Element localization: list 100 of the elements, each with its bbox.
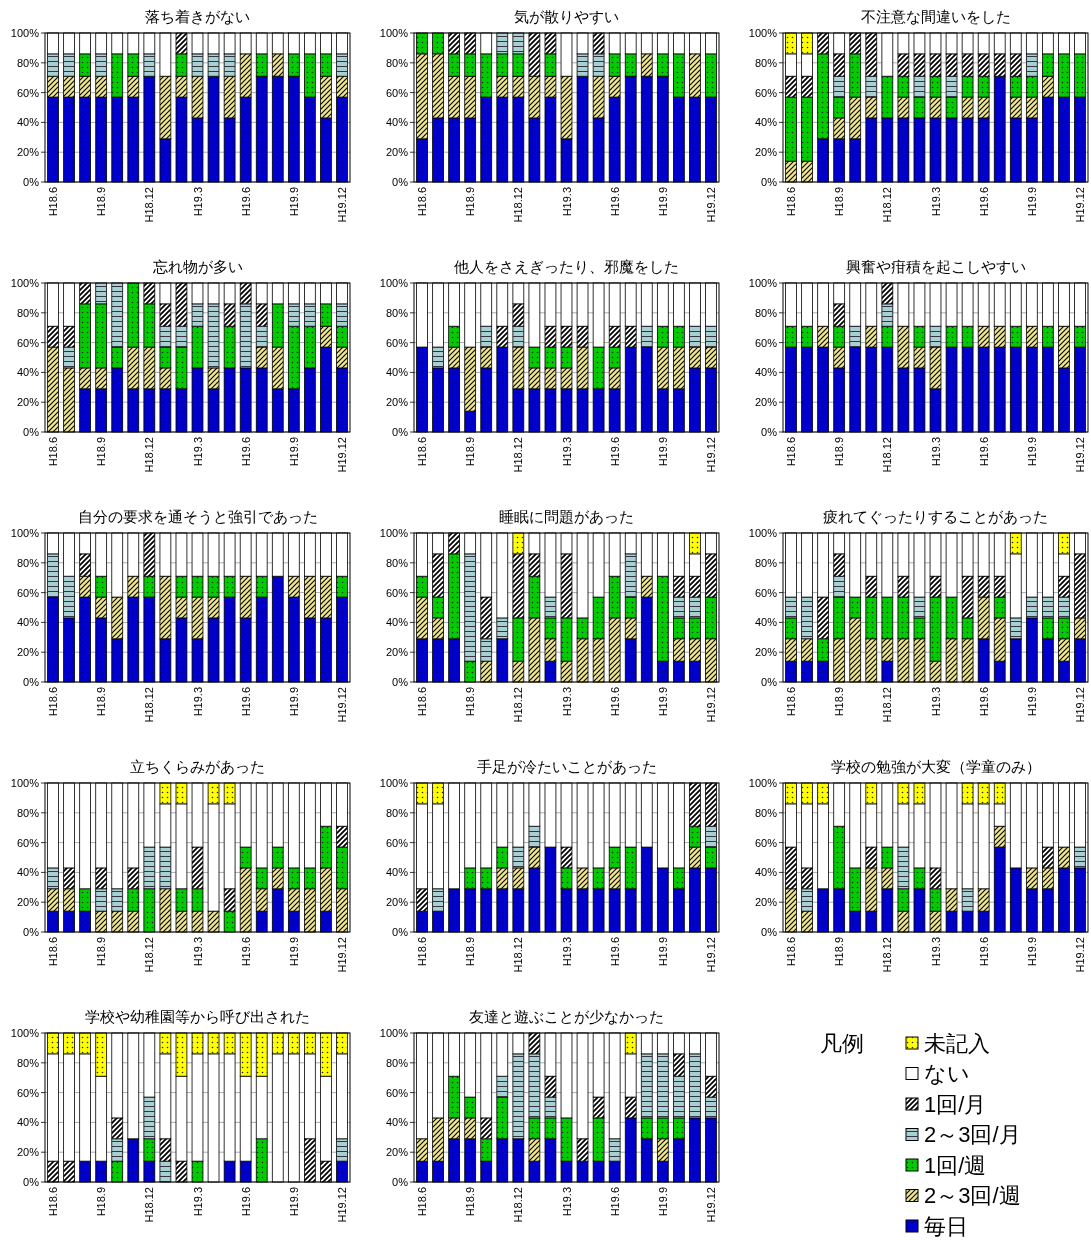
y-tick-label: 20% bbox=[385, 146, 409, 159]
x-tick-label: H18.6 bbox=[47, 937, 60, 967]
x-tick-label: H19.6 bbox=[608, 437, 621, 467]
chart-title: 興奮や疳積を起こしやすい bbox=[845, 258, 1026, 275]
x-tick-label: H19.6 bbox=[608, 1187, 621, 1217]
x-tick-label: H18.6 bbox=[785, 187, 798, 217]
y-tick-label: 60% bbox=[16, 836, 40, 849]
y-tick-label: 40% bbox=[385, 116, 409, 129]
x-tick-label: H19.12 bbox=[1073, 687, 1086, 723]
x-tick-label: H19.9 bbox=[287, 937, 300, 967]
y-tick-label: 40% bbox=[385, 866, 409, 879]
y-tick-label: 0% bbox=[23, 176, 40, 188]
x-tick-label: H18.12 bbox=[143, 937, 156, 973]
x-tick-label: H18.12 bbox=[881, 687, 894, 723]
y-tick-label: 20% bbox=[385, 1146, 409, 1159]
x-tick-label: H19.9 bbox=[656, 187, 669, 217]
x-tick-label: H18.9 bbox=[464, 937, 477, 967]
y-tick-label: 80% bbox=[385, 806, 409, 819]
y-tick-label: 0% bbox=[392, 176, 409, 188]
chart-title: 忘れ物が多い bbox=[152, 258, 243, 275]
x-tick-label: H18.6 bbox=[416, 437, 429, 467]
x-tick-label: H18.6 bbox=[47, 1187, 60, 1217]
y-tick-label: 20% bbox=[754, 896, 778, 909]
x-tick-label: H18.12 bbox=[881, 937, 894, 973]
chart-title: 手足が冷たいことがあった bbox=[476, 758, 657, 775]
y-tick-label: 60% bbox=[16, 336, 40, 349]
x-tick-label: H18.12 bbox=[512, 1187, 525, 1223]
y-tick-label: 60% bbox=[385, 86, 409, 99]
y-tick-label: 100% bbox=[10, 777, 40, 789]
y-tick-label: 80% bbox=[16, 1056, 40, 1069]
x-tick-label: H19.3 bbox=[191, 1187, 204, 1217]
x-tick-label: H18.6 bbox=[416, 937, 429, 967]
x-tick-label: H19.6 bbox=[977, 187, 990, 217]
chart-title: 疲れてぐったりすることがあった bbox=[823, 508, 1048, 525]
x-tick-label: H18.9 bbox=[95, 687, 108, 717]
legend-label: 2～3回/月 bbox=[924, 1122, 1021, 1147]
y-tick-label: 0% bbox=[761, 176, 778, 188]
legend-label: 未記入 bbox=[924, 1030, 990, 1056]
y-tick-label: 40% bbox=[754, 116, 778, 129]
y-tick-label: 80% bbox=[385, 306, 409, 319]
x-tick-label: H19.3 bbox=[929, 437, 942, 467]
y-tick-label: 60% bbox=[385, 836, 409, 849]
chart-title: 友達と遊ぶことが少なかった bbox=[469, 1008, 664, 1025]
x-tick-label: H18.9 bbox=[833, 437, 846, 467]
y-tick-label: 100% bbox=[10, 27, 40, 39]
x-tick-label: H19.6 bbox=[608, 937, 621, 967]
x-tick-label: H19.3 bbox=[560, 687, 573, 717]
y-tick-label: 40% bbox=[754, 616, 778, 629]
y-tick-label: 80% bbox=[385, 556, 409, 569]
legend-label: ない bbox=[924, 1061, 970, 1086]
y-tick-label: 0% bbox=[392, 926, 409, 938]
y-tick-label: 20% bbox=[16, 896, 40, 909]
x-tick-label: H19.3 bbox=[929, 937, 942, 967]
x-tick-label: H18.9 bbox=[95, 437, 108, 467]
x-tick-label: H19.12 bbox=[335, 687, 348, 723]
y-tick-label: 80% bbox=[16, 56, 40, 69]
y-tick-label: 20% bbox=[16, 1146, 40, 1159]
y-tick-label: 80% bbox=[16, 806, 40, 819]
x-tick-label: H19.6 bbox=[239, 437, 252, 467]
x-tick-label: H19.3 bbox=[560, 937, 573, 967]
legend-label: 2～3回/週 bbox=[924, 1183, 1021, 1208]
y-tick-label: 20% bbox=[385, 896, 409, 909]
x-tick-label: H19.3 bbox=[191, 937, 204, 967]
y-tick-label: 100% bbox=[748, 777, 778, 789]
y-tick-label: 60% bbox=[385, 1086, 409, 1099]
x-tick-label: H19.3 bbox=[929, 687, 942, 717]
x-tick-label: H18.6 bbox=[47, 687, 60, 717]
x-tick-label: H19.12 bbox=[1073, 187, 1086, 223]
y-tick-label: 100% bbox=[10, 277, 40, 289]
chart-title: 気が散りやすい bbox=[514, 8, 619, 25]
chart-title: 睡眠に問題があった bbox=[499, 508, 634, 525]
y-tick-label: 60% bbox=[754, 336, 778, 349]
y-tick-label: 40% bbox=[385, 366, 409, 379]
y-tick-label: 100% bbox=[379, 1027, 409, 1039]
y-tick-label: 100% bbox=[748, 277, 778, 289]
y-tick-label: 100% bbox=[748, 27, 778, 39]
x-tick-label: H18.12 bbox=[143, 437, 156, 473]
x-tick-label: H19.3 bbox=[191, 187, 204, 217]
x-tick-label: H19.6 bbox=[239, 937, 252, 967]
x-tick-label: H19.12 bbox=[335, 937, 348, 973]
y-tick-label: 0% bbox=[23, 926, 40, 938]
y-tick-label: 20% bbox=[16, 396, 40, 409]
x-tick-label: H18.9 bbox=[464, 437, 477, 467]
x-tick-label: H18.12 bbox=[512, 937, 525, 973]
x-tick-label: H19.3 bbox=[560, 437, 573, 467]
chart-title: 学校の勉強が大変（学童のみ） bbox=[830, 758, 1041, 775]
y-tick-label: 40% bbox=[16, 616, 40, 629]
x-tick-label: H18.6 bbox=[785, 437, 798, 467]
x-tick-label: H19.6 bbox=[977, 687, 990, 717]
y-tick-label: 60% bbox=[16, 586, 40, 599]
y-tick-label: 40% bbox=[754, 366, 778, 379]
y-tick-label: 0% bbox=[761, 926, 778, 938]
x-tick-label: H18.6 bbox=[47, 437, 60, 467]
x-tick-label: H18.12 bbox=[512, 187, 525, 223]
x-tick-label: H18.6 bbox=[416, 187, 429, 217]
y-tick-label: 60% bbox=[16, 86, 40, 99]
y-tick-label: 80% bbox=[754, 306, 778, 319]
y-tick-label: 80% bbox=[16, 306, 40, 319]
x-tick-label: H19.9 bbox=[287, 187, 300, 217]
x-tick-label: H19.12 bbox=[704, 187, 717, 223]
